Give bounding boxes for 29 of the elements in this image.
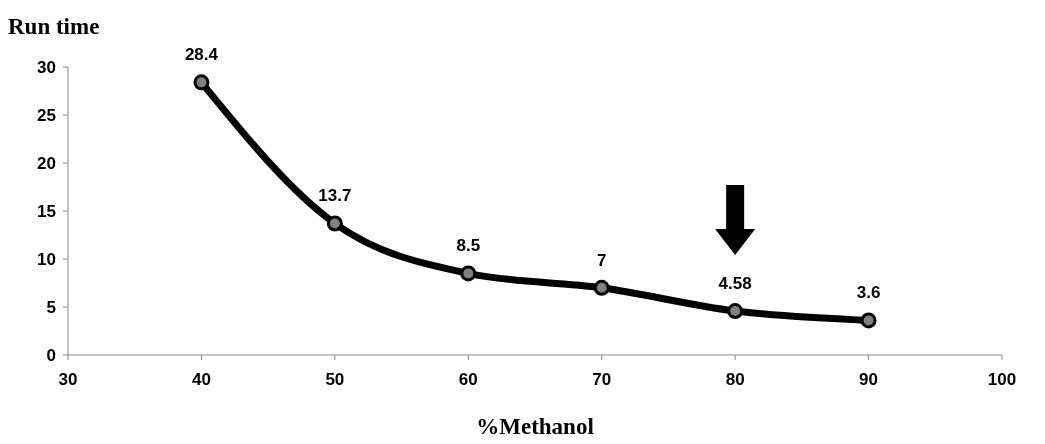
point xyxy=(860,312,877,329)
data-label: 4.58 xyxy=(718,274,752,294)
x-tick-label: 30 xyxy=(58,370,78,389)
data-label: 7 xyxy=(596,250,607,270)
point xyxy=(460,265,477,282)
x-tick-label: 50 xyxy=(325,370,345,389)
point xyxy=(593,279,610,296)
x-tick-label: 90 xyxy=(859,370,879,389)
x-tick-label: 80 xyxy=(725,370,745,389)
x-tick-label: 70 xyxy=(592,370,612,389)
chart-title: Run time xyxy=(8,14,100,39)
x-axis-title: %Methanol xyxy=(476,414,594,439)
data-label: 28.4 xyxy=(184,45,219,65)
y-tick-label: 10 xyxy=(37,249,56,269)
y-tick-label: 25 xyxy=(37,105,56,125)
x-tick-label: 60 xyxy=(458,370,478,389)
data-label: 8.5 xyxy=(456,236,481,256)
point xyxy=(326,215,343,232)
y-tick-label: 30 xyxy=(37,57,56,77)
y-tick-label: 5 xyxy=(46,297,56,317)
point xyxy=(193,74,210,91)
y-tick-label: 15 xyxy=(37,201,56,221)
y-tick-label: 20 xyxy=(37,153,56,173)
point xyxy=(727,303,744,320)
data-label: 13.7 xyxy=(318,186,352,206)
data-label: 3.6 xyxy=(856,283,881,303)
x-tick-label: 100 xyxy=(987,370,1017,389)
x-tick-label: 40 xyxy=(191,370,211,389)
y-tick-label: 0 xyxy=(46,345,56,365)
